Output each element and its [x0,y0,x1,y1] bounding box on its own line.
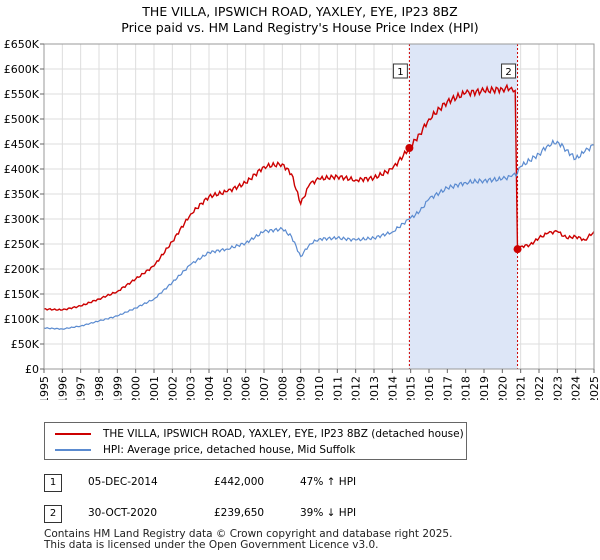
x-tick-label: 1998 [93,376,106,400]
transaction-hpi-diff: 47% ↑ HPI [300,476,357,488]
marker-label-text: 2 [505,67,511,78]
y-tick-label: £350K [4,188,40,201]
x-tick-label: 2008 [276,376,289,400]
x-tick-label: 2014 [386,376,399,400]
x-tick-label: 2000 [130,376,143,400]
transaction-price: £442,000 [214,476,265,488]
x-tick-label: 2023 [551,376,564,400]
y-tick-label: £250K [4,238,40,251]
x-tick-label: 2004 [203,376,216,400]
transaction-date: 30-OCT-2020 [88,507,157,519]
x-tick-label: 1999 [111,376,124,400]
x-tick-label: 2020 [496,376,509,400]
transaction-number: 1 [44,474,62,492]
legend-swatch-hpi [55,449,91,451]
x-tick-label: 2006 [240,376,253,400]
legend-label-property: THE VILLA, IPSWICH ROAD, YAXLEY, EYE, IP… [103,428,464,440]
x-tick-label: 2022 [533,376,546,400]
transaction-row: 2 30-OCT-2020 £239,650 39% ↓ HPI [44,505,564,525]
marker-label-text: 1 [397,67,403,78]
y-tick-label: £550K [4,88,40,101]
x-tick-label: 2001 [148,376,161,400]
x-tick-label: 2017 [441,376,454,400]
transaction-date: 05-DEC-2014 [88,476,158,488]
x-tick-label: 2012 [350,376,363,400]
legend-item-hpi: HPI: Average price, detached house, Mid … [55,442,355,458]
marker-label-box [501,63,517,79]
x-tick-label: 1995 [38,376,51,400]
sale-point-marker [405,144,414,152]
series-line-property [43,83,595,311]
y-tick-label: £0 [25,363,39,376]
footer-license: This data is licensed under the Open Gov… [44,539,379,551]
legend-label-hpi: HPI: Average price, detached house, Mid … [103,444,356,456]
chart-title-line2: Price paid vs. HM Land Registry's House … [121,20,479,35]
transaction-price: £239,650 [214,507,265,519]
y-tick-label: £100K [4,313,40,326]
legend-swatch-property [55,433,91,435]
x-tick-label: 2003 [185,376,198,400]
x-tick-label: 1997 [75,376,88,400]
x-tick-label: 2021 [515,376,528,400]
x-tick-label: 2007 [258,376,271,400]
x-tick-label: 2018 [460,376,473,400]
y-tick-label: £150K [4,288,40,301]
x-tick-label: 2010 [313,376,326,400]
y-tick-label: £650K [4,38,40,51]
y-tick-label: £400K [4,163,40,176]
footer: Contains HM Land Registry data © Crown c… [44,529,452,551]
x-tick-label: 2002 [166,376,179,400]
legend: THE VILLA, IPSWICH ROAD, YAXLEY, EYE, IP… [44,422,467,460]
x-tick-label: 2011 [331,376,344,400]
y-tick-label: £300K [4,213,40,226]
transaction-row: 1 05-DEC-2014 £442,000 47% ↑ HPI [44,474,564,494]
x-tick-label: 2019 [478,376,491,400]
x-tick-label: 1996 [56,376,69,400]
x-tick-label: 2015 [405,376,418,400]
series-line-hpi [43,138,595,330]
footer-copyright: Contains HM Land Registry data © Crown c… [44,528,453,540]
y-tick-label: £50K [11,338,40,351]
x-tick-label: 2024 [570,376,583,400]
x-tick-label: 2005 [221,376,234,400]
highlight-range [409,44,518,369]
y-tick-label: £450K [4,138,40,151]
y-tick-label: £500K [4,113,40,126]
x-tick-label: 2016 [423,376,436,400]
x-tick-label: 2025 [588,376,600,400]
x-tick-label: 2009 [295,376,308,400]
y-tick-label: £200K [4,263,40,276]
transaction-hpi-diff: 39% ↓ HPI [300,507,357,519]
transaction-number: 2 [44,505,62,523]
legend-item-property: THE VILLA, IPSWICH ROAD, YAXLEY, EYE, IP… [55,426,464,442]
chart-title-line1: THE VILLA, IPSWICH ROAD, YAXLEY, EYE, IP… [142,4,458,19]
y-tick-label: £600K [4,63,40,76]
price-chart: 1 2 £0 £50K £100K £150K £200K £250K £300K £350K £… [4,38,600,400]
sale-point-marker [513,245,522,254]
marker-label-box [392,63,408,79]
x-tick-label: 2013 [368,376,381,400]
